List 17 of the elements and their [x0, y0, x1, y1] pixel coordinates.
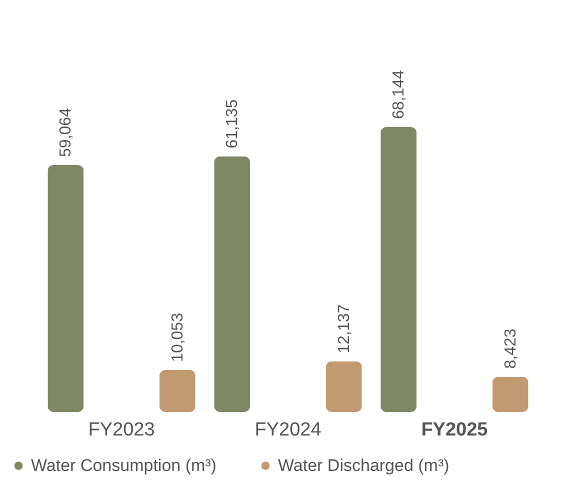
bar — [48, 164, 84, 412]
legend-label: Water Discharged (m³) — [278, 456, 450, 475]
bar — [326, 361, 362, 412]
bar — [214, 156, 250, 412]
x-tick-label: FY2024 — [254, 420, 322, 440]
data-label: 8,423 — [502, 328, 520, 369]
data-label: 61,135 — [224, 99, 242, 148]
x-tick-label: FY2025 — [421, 420, 488, 440]
data-label: 68,144 — [390, 70, 408, 119]
data-label: 12,137 — [336, 304, 353, 354]
x-tick-label: FY2023 — [88, 420, 155, 440]
data-label: 59,064 — [58, 108, 75, 157]
legend-label: Water Consumption (m³) — [31, 456, 216, 475]
bar — [492, 376, 528, 412]
data-label: 10,053 — [169, 312, 186, 362]
bar — [380, 127, 417, 412]
bar — [159, 370, 196, 412]
